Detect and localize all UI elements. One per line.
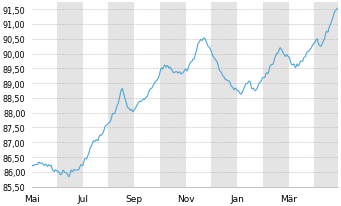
Bar	[263, 3, 289, 187]
Bar	[314, 3, 339, 187]
Bar	[108, 3, 134, 187]
Bar	[211, 3, 237, 187]
Bar	[57, 3, 83, 187]
Bar	[160, 3, 186, 187]
